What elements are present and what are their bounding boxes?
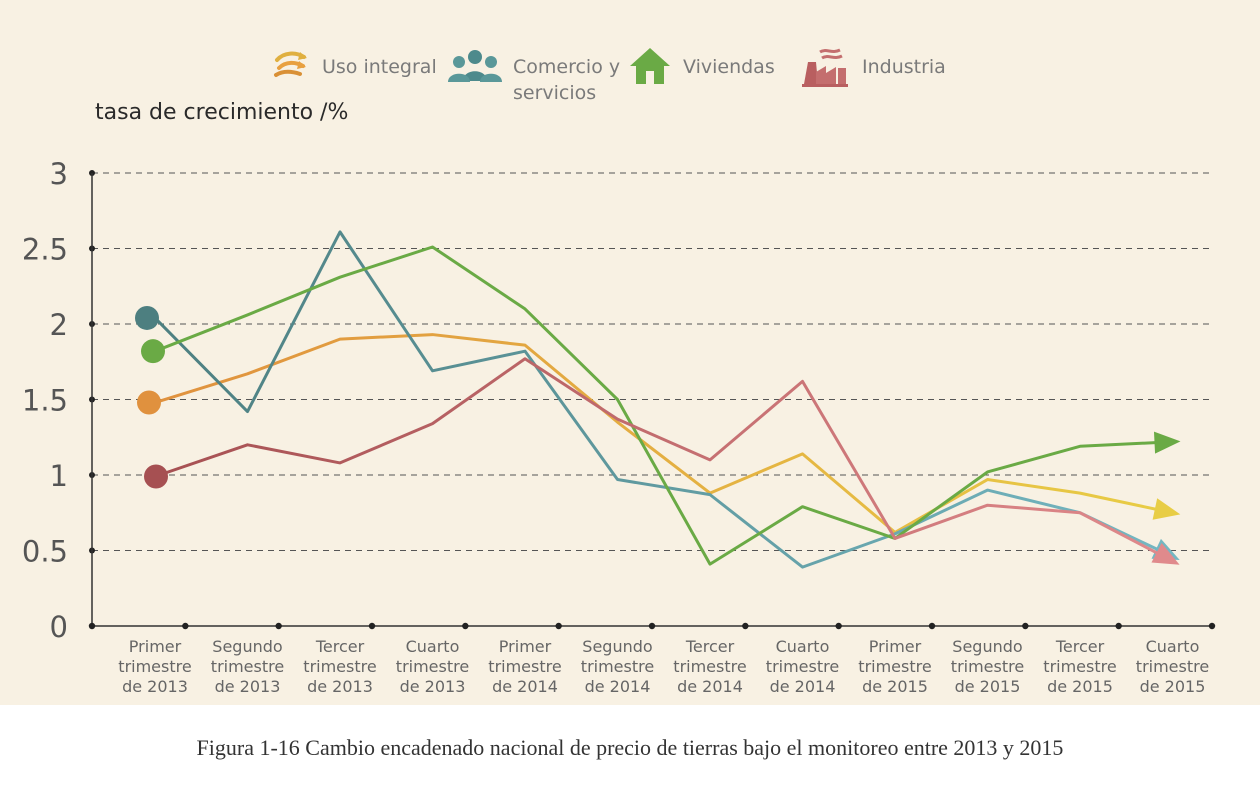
x-tick-label: Segundo (952, 637, 1022, 656)
figure-caption: Figura 1-16 Cambio encadenado nacional d… (196, 735, 1064, 760)
series-line-comercio-y-servicios (153, 230, 1174, 569)
legend-label-line: servicios (513, 82, 597, 104)
series-arrowhead-viviendas (1153, 431, 1181, 454)
x-tick-dot (1115, 622, 1122, 630)
x-tick-label: de 2015 (862, 677, 928, 696)
x-tick-label: trimestre (951, 657, 1024, 676)
y-tick-label: 1.5 (22, 384, 68, 418)
series-line-uso-integral (154, 333, 1173, 534)
x-tick-dot (368, 622, 376, 630)
x-tick-label: trimestre (303, 657, 376, 676)
legend-label-line: Viviendas (683, 56, 775, 78)
series-arrowhead-industria (1151, 542, 1180, 565)
x-tick-dot (275, 622, 282, 630)
y-tick-label: 2 (50, 308, 68, 342)
x-tick-dot (742, 622, 749, 630)
series-start-marker-viviendas (141, 339, 165, 364)
x-tick-label: trimestre (488, 657, 561, 676)
x-tick-label: trimestre (1136, 657, 1209, 676)
x-tick-label: Primer (499, 637, 552, 656)
x-tick-dot (648, 622, 656, 630)
people-icon (448, 50, 502, 82)
x-tick-label: de 2013 (307, 677, 373, 696)
x-tick-label: Tercer (685, 637, 735, 656)
x-tick-label: trimestre (1043, 657, 1116, 676)
x-tick-label: trimestre (673, 657, 746, 676)
x-tick-dot (928, 622, 936, 630)
series-line-industria (154, 357, 1174, 563)
x-tick-label: de 2014 (677, 677, 743, 696)
y-tick-label: 0.5 (22, 535, 68, 569)
x-tick-dot (555, 622, 562, 630)
x-tick-label: trimestre (396, 657, 469, 676)
legend-label-line: Uso integral (322, 56, 437, 78)
x-tick-label: Cuarto (776, 637, 830, 656)
y-axis-label: tasa de crecimiento /% (95, 100, 349, 125)
x-tick-label: Segundo (582, 637, 652, 656)
x-tick-label: trimestre (581, 657, 654, 676)
x-tick-label: de 2013 (122, 677, 188, 696)
x-tick-label: Cuarto (1146, 637, 1200, 656)
legend-label-uso-integral: Uso integral (322, 54, 437, 80)
x-tick-dot (462, 622, 469, 630)
x-tick-label: de 2015 (955, 677, 1021, 696)
x-tick-label: trimestre (858, 657, 931, 676)
x-tick-label: de 2014 (585, 677, 651, 696)
factory-icon (802, 48, 848, 87)
y-tick-label: 2.5 (22, 233, 68, 267)
y-tick-label: 0 (50, 610, 68, 644)
x-tick-label: de 2015 (1140, 677, 1206, 696)
x-tick-label: Tercer (1055, 637, 1105, 656)
chart-panel (0, 0, 1260, 705)
y-tick-label: 1 (50, 459, 68, 493)
x-tick-label: trimestre (211, 657, 284, 676)
x-tick-label: de 2015 (1047, 677, 1113, 696)
x-tick-label: trimestre (118, 657, 191, 676)
x-tick-dot (835, 622, 842, 630)
legend-label-line: Comercio y (513, 56, 621, 78)
x-tick-dot (1208, 622, 1216, 630)
x-tick-label: Cuarto (406, 637, 460, 656)
x-tick-label: Tercer (315, 637, 365, 656)
x-tick-label: Segundo (212, 637, 282, 656)
arrows-icon (274, 51, 307, 77)
legend-label-comercio: Comercio y servicios (513, 54, 620, 106)
legend-label-viviendas: Viviendas (683, 54, 775, 80)
x-tick-label: de 2014 (770, 677, 836, 696)
series-start-marker-industria (144, 464, 168, 489)
x-tick-dot (1022, 622, 1029, 630)
x-tick-dot (182, 622, 189, 630)
x-tick-label: de 2013 (400, 677, 466, 696)
x-tick-label: Primer (869, 637, 922, 656)
house-icon (630, 48, 670, 84)
x-tick-label: de 2014 (492, 677, 558, 696)
x-tick-label: Primer (129, 637, 182, 656)
series-arrowhead-uso-integral (1152, 498, 1181, 520)
x-tick-label: de 2013 (215, 677, 281, 696)
series-line-viviendas (154, 245, 1173, 566)
y-tick-label: 3 (50, 157, 68, 191)
x-tick-label: trimestre (766, 657, 839, 676)
x-tick-dot (88, 622, 96, 630)
legend-label-line: Industria (862, 56, 946, 78)
series-start-marker-uso-integral (137, 390, 161, 415)
series-start-marker-comercio-y-servicios (135, 305, 159, 330)
legend-label-industria: Industria (862, 54, 946, 80)
